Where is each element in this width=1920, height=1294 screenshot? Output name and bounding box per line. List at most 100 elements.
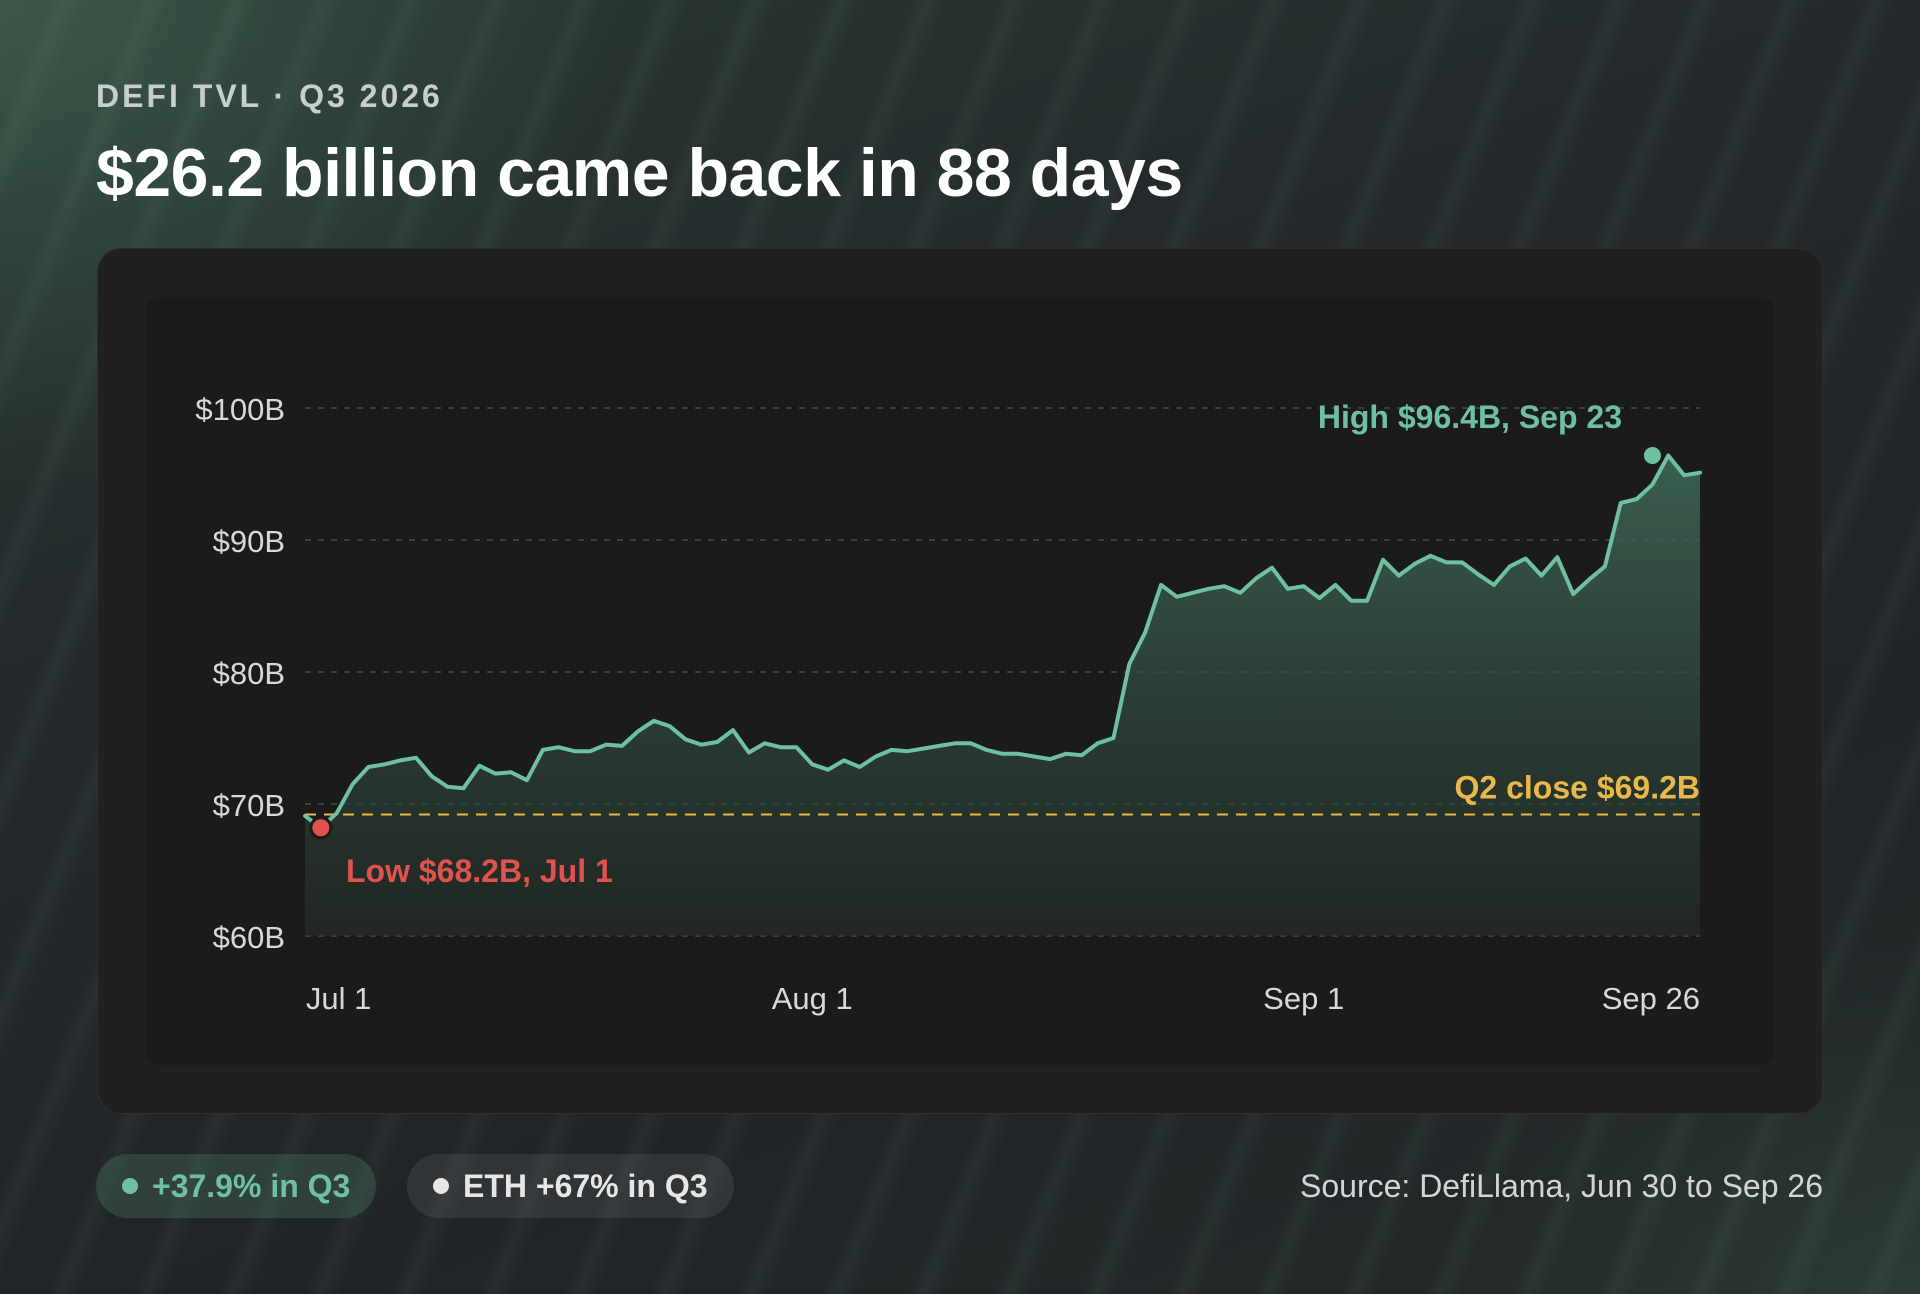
source-note: Source: DefiLlama, Jun 30 to Sep 26 — [1300, 1168, 1823, 1204]
tvl-point — [810, 762, 814, 766]
y-tick-label: $70B — [213, 788, 285, 823]
tvl-point — [398, 758, 402, 762]
tvl-point — [1333, 583, 1337, 587]
low-label: Low $68.2B, Jul 1 — [346, 853, 613, 889]
tvl-point — [1460, 560, 1464, 564]
tvl-point — [382, 762, 386, 766]
tvl-point — [747, 751, 751, 755]
tvl-point — [1365, 599, 1369, 603]
tvl-point — [985, 748, 989, 752]
tvl-point — [636, 729, 640, 733]
tvl-point — [874, 755, 878, 759]
low-marker — [309, 816, 333, 840]
green-dot-icon — [122, 1178, 138, 1194]
tvl-point — [462, 786, 466, 790]
tvl-point — [1191, 591, 1195, 595]
tvl-point — [1444, 560, 1448, 564]
tvl-point — [525, 778, 529, 782]
tvl-point — [303, 814, 307, 818]
tvl-point — [1492, 583, 1496, 587]
high-label: High $96.4B, Sep 23 — [1318, 399, 1622, 435]
tvl-point — [1508, 564, 1512, 568]
tvl-point — [1254, 576, 1258, 580]
y-tick-label: $100B — [195, 392, 285, 427]
tvl-point — [858, 765, 862, 769]
tvl-point — [1001, 752, 1005, 756]
chart-card — [97, 248, 1823, 1114]
tvl-point — [1064, 752, 1068, 756]
tvl-point — [1048, 757, 1052, 761]
tvl-point — [905, 749, 909, 753]
high-marker — [1640, 444, 1664, 468]
white-dot-icon — [433, 1178, 449, 1194]
tvl-point — [620, 744, 624, 748]
tvl-point — [937, 744, 941, 748]
tvl-point — [1127, 662, 1131, 666]
tvl-point — [414, 756, 418, 760]
tvl-point — [668, 724, 672, 728]
tvl-point — [351, 782, 355, 786]
tvl-point — [1650, 483, 1654, 487]
eth-change-text: ETH +67% in Q3 — [463, 1167, 708, 1204]
tvl-point — [477, 764, 481, 768]
tvl-point — [699, 743, 703, 747]
tvl-point — [1476, 572, 1480, 576]
tvl-point — [509, 770, 513, 774]
tvl-point — [1603, 564, 1607, 568]
tvl-point — [890, 748, 894, 752]
tvl-point — [1619, 501, 1623, 505]
tvl-point — [1175, 595, 1179, 599]
tvl-point — [1571, 592, 1575, 596]
tvl-point — [1318, 596, 1322, 600]
tvl-point — [1302, 584, 1306, 588]
tvl-point — [1587, 578, 1591, 582]
tvl-point — [1540, 574, 1544, 578]
tvl-point — [953, 741, 957, 745]
tvl-point — [731, 728, 735, 732]
q2-close-label: Q2 close $69.2B — [1455, 770, 1700, 806]
tvl-point — [1032, 755, 1036, 759]
tvl-point — [335, 811, 339, 815]
tvl-point — [1429, 554, 1433, 558]
tvl-point — [779, 745, 783, 749]
tvl-point — [573, 749, 577, 753]
tvl-point — [1555, 555, 1559, 559]
eyebrow: DEFI TVL · Q3 2026 — [96, 78, 443, 114]
tvl-point — [1238, 591, 1242, 595]
tvl-point — [1112, 736, 1116, 740]
tvl-point — [1524, 557, 1528, 561]
tvl-point — [1381, 558, 1385, 562]
tvl-point — [541, 748, 545, 752]
eth-change-pill: ETH +67% in Q3 — [407, 1154, 734, 1218]
tvl-point — [1397, 574, 1401, 578]
y-tick-label: $80B — [213, 656, 285, 691]
tvl-point — [366, 765, 370, 769]
tvl-point — [715, 740, 719, 744]
tvl-area — [305, 455, 1700, 936]
tvl-point — [1159, 583, 1163, 587]
tvl-point — [1080, 753, 1084, 757]
headline: $26.2 billion came back in 88 days — [96, 135, 1183, 211]
tvl-point — [1096, 741, 1100, 745]
tvl-point — [1016, 752, 1020, 756]
x-tick-label: Sep 1 — [1263, 981, 1344, 1016]
tvl-point — [430, 774, 434, 778]
y-tick-label: $60B — [213, 920, 285, 955]
tvl-change-pill: +37.9% in Q3 — [96, 1154, 377, 1218]
x-tick-label: Sep 26 — [1602, 981, 1700, 1016]
tvl-point — [588, 749, 592, 753]
tvl-point — [1698, 471, 1702, 475]
tvl-point — [1270, 566, 1274, 570]
tvl-point — [1222, 584, 1226, 588]
tvl-point — [794, 745, 798, 749]
tvl-line — [303, 453, 1702, 830]
tvl-point — [684, 737, 688, 741]
tvl-point — [1143, 630, 1147, 634]
tvl-point — [842, 758, 846, 762]
tvl-point — [826, 768, 830, 772]
tvl-change-text: +37.9% in Q3 — [152, 1167, 351, 1204]
y-tick-label: $90B — [213, 524, 285, 559]
tvl-point — [446, 785, 450, 789]
